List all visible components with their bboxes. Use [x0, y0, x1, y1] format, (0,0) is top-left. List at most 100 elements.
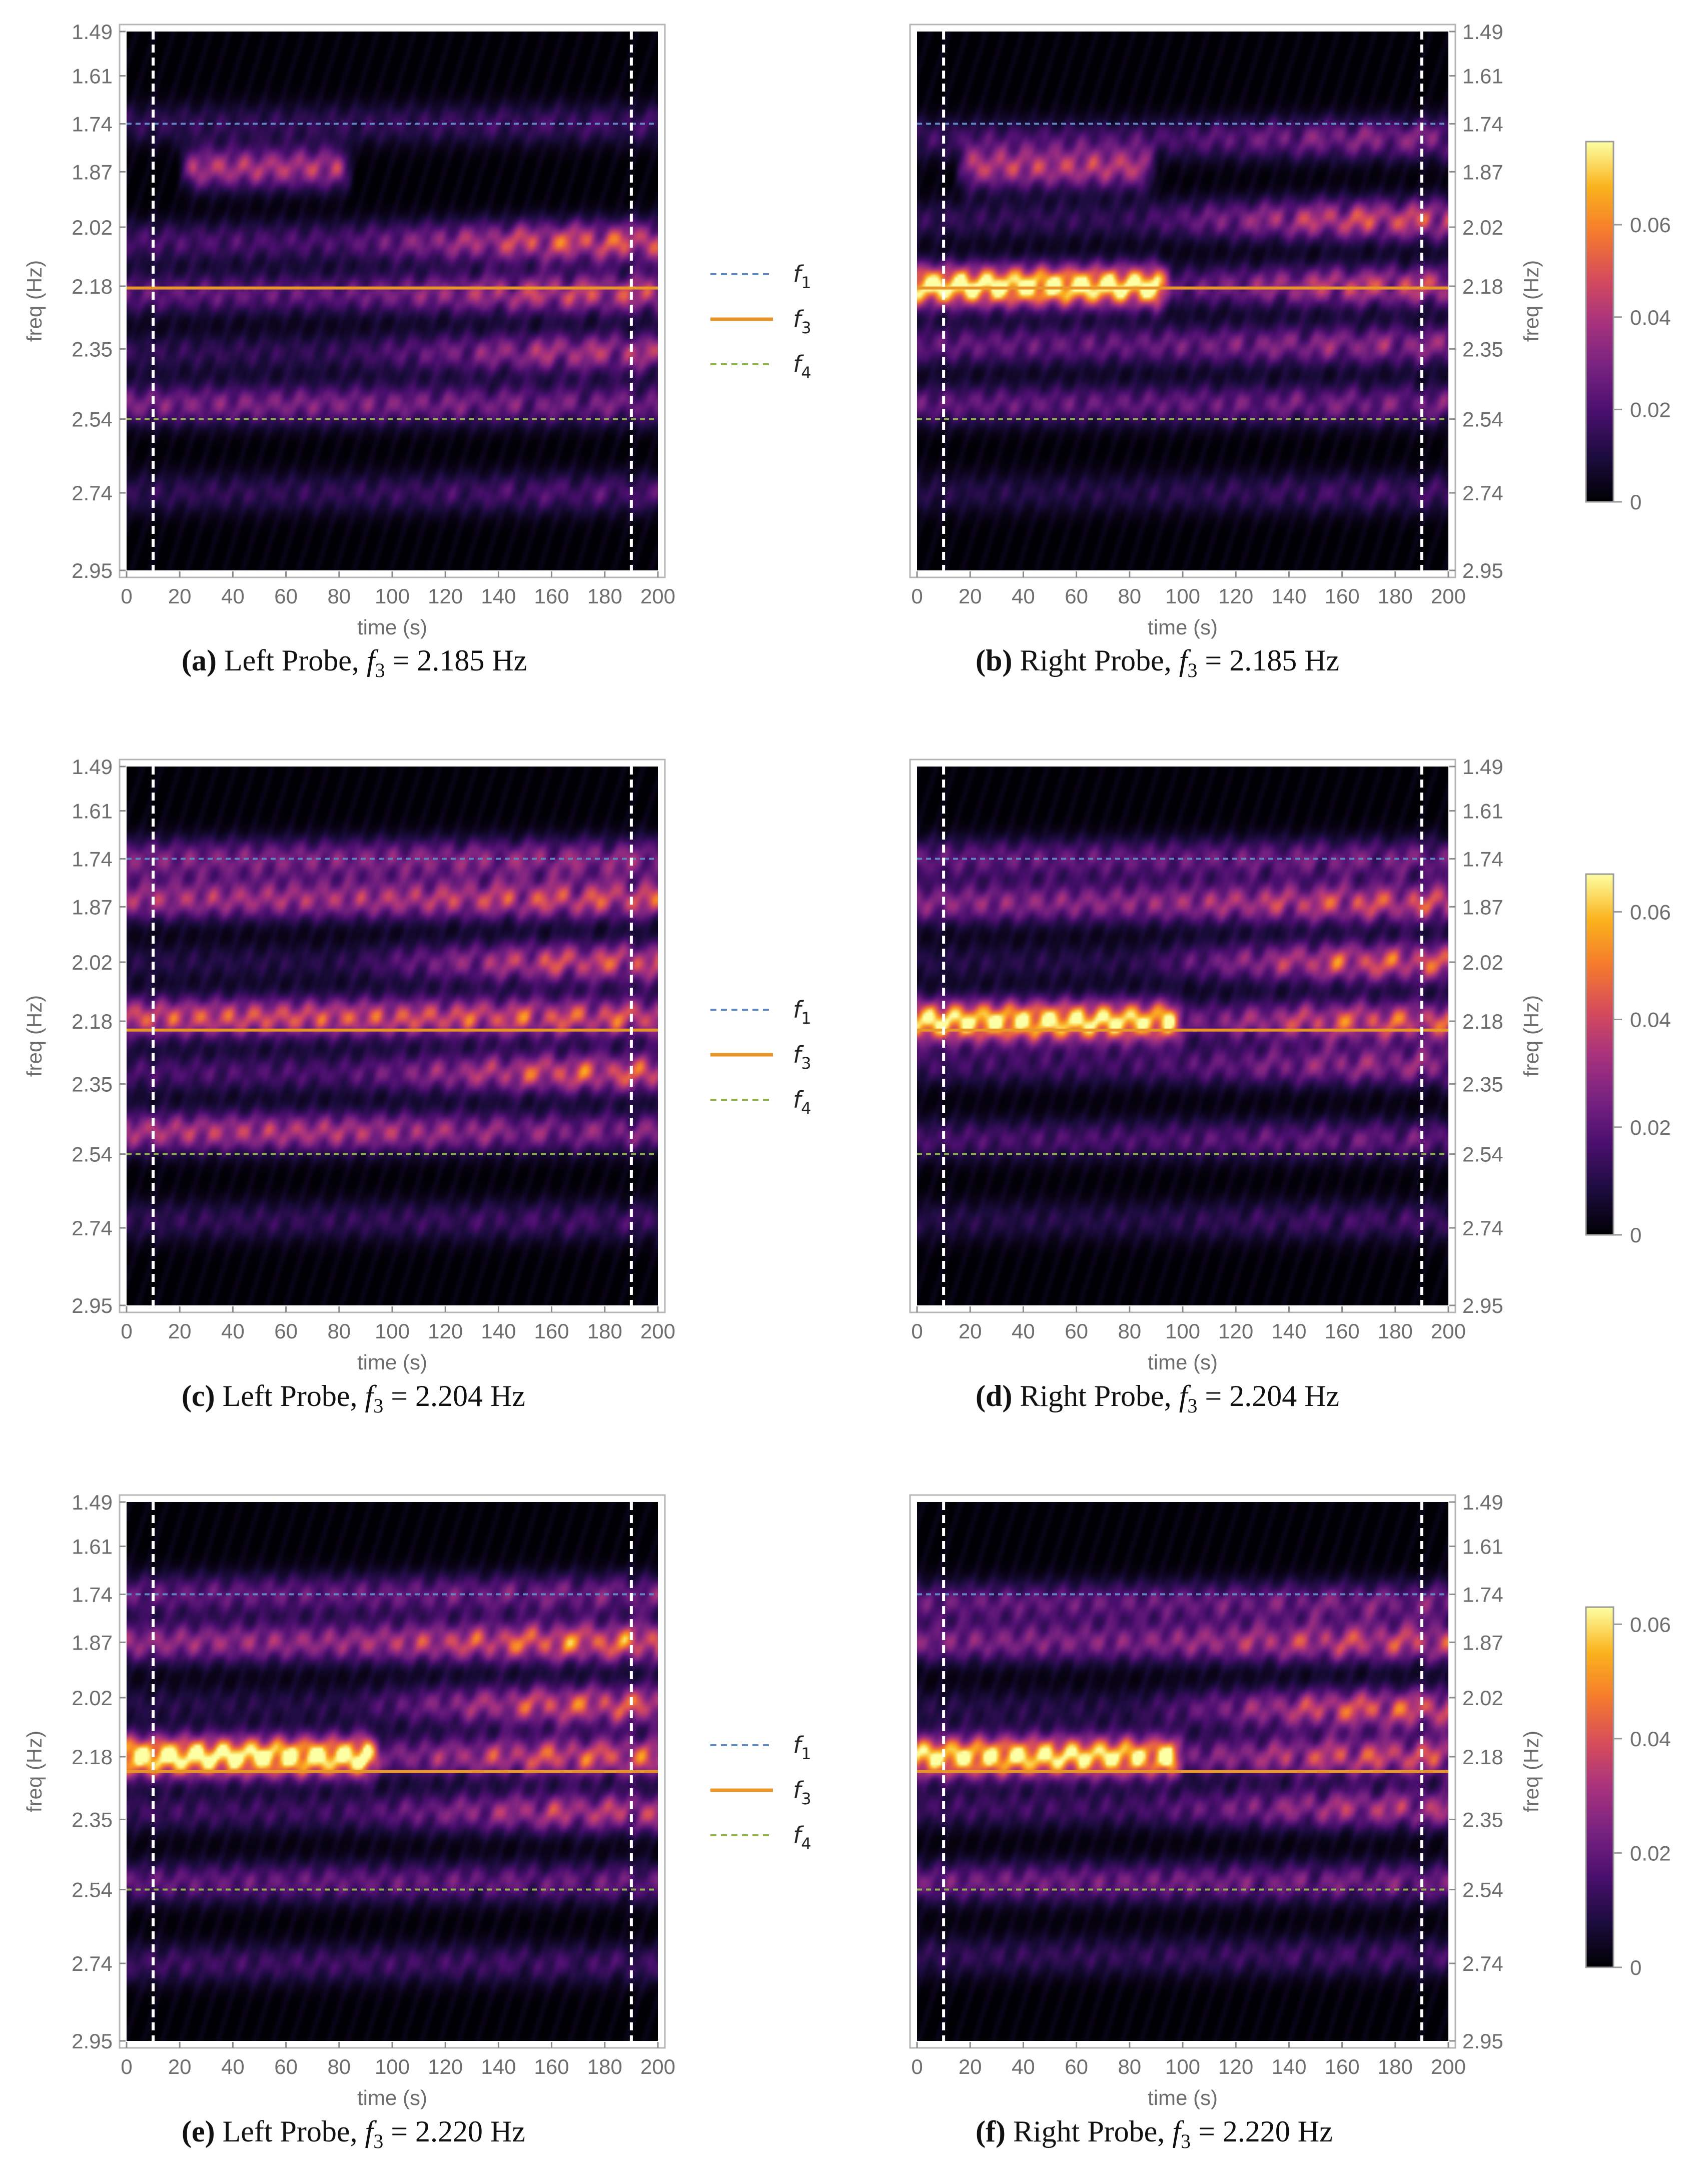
y-tick-label: 1.87 — [72, 160, 113, 184]
y-tick-label: 1.49 — [72, 755, 113, 779]
x-tick-label: 200 — [640, 2055, 675, 2078]
y-tick-label: 2.74 — [1462, 481, 1503, 505]
y-tick-label: 2.74 — [72, 1216, 113, 1240]
y-tick-label: 2.18 — [72, 1745, 113, 1769]
x-tick-label: 140 — [481, 2055, 516, 2078]
y-tick-label: 2.54 — [72, 1878, 113, 1902]
x-axis-label: time (s) — [1148, 1350, 1218, 1374]
y-tick-label: 2.02 — [1462, 216, 1503, 239]
y-axis-label: freq (Hz) — [1519, 995, 1543, 1077]
heatmap-panel-c: 0 20 40 60 80 100 120 140 160 180 200 1.49 1.61 1.74 1… — [23, 755, 675, 1374]
x-tick-label: 100 — [1165, 2055, 1200, 2078]
x-tick-label: 140 — [1271, 1319, 1306, 1343]
caption-label: (a) — [182, 644, 217, 677]
x-tick-label: 60 — [1065, 1319, 1088, 1343]
colorbar-tick-label: 0 — [1630, 1956, 1641, 1979]
x-tick-label: 160 — [1325, 2055, 1360, 2078]
y-axis-label: freq (Hz) — [23, 995, 46, 1077]
x-tick-label: 200 — [640, 584, 675, 608]
y-tick-label: 2.95 — [72, 2029, 113, 2053]
caption-symbol: f — [1172, 2115, 1181, 2148]
x-tick-label: 200 — [640, 1319, 675, 1343]
x-tick-label: 160 — [534, 1319, 569, 1343]
legend: f1 f3 f4 — [710, 261, 811, 382]
x-tick-label: 160 — [1325, 1319, 1360, 1343]
y-tick-label: 2.95 — [72, 1294, 113, 1317]
y-tick-label: 2.35 — [1462, 1808, 1503, 1831]
y-axis-label: freq (Hz) — [23, 260, 46, 342]
x-tick-label: 180 — [587, 584, 622, 608]
x-tick-label: 200 — [1431, 1319, 1466, 1343]
x-tick-label: 180 — [1378, 584, 1413, 608]
x-tick-label: 0 — [121, 1319, 132, 1343]
x-tick-label: 20 — [168, 1319, 192, 1343]
caption-label: (f) — [976, 2115, 1006, 2148]
y-tick-label: 1.74 — [1462, 1583, 1503, 1606]
y-tick-label: 2.18 — [1462, 275, 1503, 298]
y-tick-label: 2.54 — [1462, 1878, 1503, 1902]
heatmap-image — [917, 32, 1448, 570]
caption-probe: Right Probe, — [1012, 644, 1179, 677]
x-tick-label: 20 — [959, 584, 982, 608]
colorbar-3: 0 0.02 0.04 0.06 — [1585, 1606, 1671, 1979]
y-tick-label: 1.49 — [72, 20, 113, 44]
y-tick-label: 2.74 — [72, 1952, 113, 1975]
x-tick-label: 140 — [481, 1319, 516, 1343]
x-axis-label: time (s) — [357, 2086, 427, 2109]
x-tick-label: 100 — [375, 584, 410, 608]
legend-label-f3: f3 — [793, 1041, 811, 1073]
x-tick-label: 0 — [121, 584, 132, 608]
legend-label-f1: f1 — [793, 1732, 811, 1763]
x-tick-label: 60 — [274, 584, 298, 608]
caption-probe: Right Probe, — [1012, 1379, 1179, 1412]
heatmap-panel-b: 0 20 40 60 80 100 120 140 160 180 200 1.49 1.61 1.74 1… — [909, 20, 1543, 639]
colorbar-tick-label: 0.06 — [1630, 213, 1671, 237]
colorbar-2: 0 0.02 0.04 0.06 — [1585, 873, 1671, 1247]
y-tick-label: 1.49 — [1462, 755, 1503, 779]
x-tick-label: 140 — [481, 584, 516, 608]
colorbar-tick-label: 0.02 — [1630, 398, 1671, 421]
x-tick-label: 40 — [221, 2055, 245, 2078]
y-tick-label: 2.18 — [1462, 1010, 1503, 1033]
colorbar-gradient — [1585, 873, 1614, 1236]
legend-label-f4: f4 — [793, 1822, 811, 1853]
y-tick-label: 2.95 — [1462, 1294, 1503, 1317]
x-tick-label: 0 — [911, 584, 923, 608]
y-tick-label: 1.74 — [72, 112, 113, 136]
y-tick-label: 1.61 — [72, 1535, 113, 1559]
x-tick-label: 0 — [911, 2055, 923, 2078]
caption-d: (d) Right Probe, f3 = 2.204 Hz — [976, 1379, 1340, 1417]
y-tick-label: 2.02 — [72, 1686, 113, 1710]
caption-probe: Left Probe, — [215, 1379, 365, 1412]
x-tick-label: 180 — [1378, 2055, 1413, 2078]
colorbar-tick-label: 0 — [1630, 490, 1641, 514]
legend: f1 f3 f4 — [710, 1732, 811, 1853]
y-tick-label: 1.87 — [1462, 1631, 1503, 1654]
y-tick-label: 1.87 — [1462, 895, 1503, 919]
y-tick-label: 1.87 — [1462, 160, 1503, 184]
x-tick-label: 40 — [1012, 2055, 1035, 2078]
x-tick-label: 200 — [1431, 584, 1466, 608]
legend-label-f3: f3 — [793, 1777, 811, 1808]
y-tick-label: 2.95 — [1462, 559, 1503, 582]
y-tick-label: 1.49 — [72, 1491, 113, 1514]
caption-value: = 2.204 Hz — [383, 1379, 525, 1412]
y-tick-label: 2.74 — [1462, 1216, 1503, 1240]
y-tick-label: 1.74 — [1462, 112, 1503, 136]
x-tick-label: 120 — [428, 1319, 463, 1343]
caption-value: = 2.220 Hz — [383, 2115, 525, 2148]
y-tick-label: 2.35 — [72, 1072, 113, 1096]
y-axis-label: freq (Hz) — [23, 1731, 46, 1812]
caption-symbol: f — [365, 1379, 374, 1412]
legend-label-f4: f4 — [793, 351, 811, 382]
caption-label: (d) — [976, 1379, 1013, 1412]
y-tick-label: 2.95 — [72, 559, 113, 582]
x-tick-label: 40 — [1012, 1319, 1035, 1343]
y-tick-label: 2.95 — [1462, 2029, 1503, 2053]
x-tick-label: 160 — [534, 2055, 569, 2078]
y-tick-label: 2.54 — [72, 1143, 113, 1166]
x-tick-label: 120 — [428, 584, 463, 608]
y-tick-label: 2.54 — [1462, 1143, 1503, 1166]
x-tick-label: 160 — [1325, 584, 1360, 608]
